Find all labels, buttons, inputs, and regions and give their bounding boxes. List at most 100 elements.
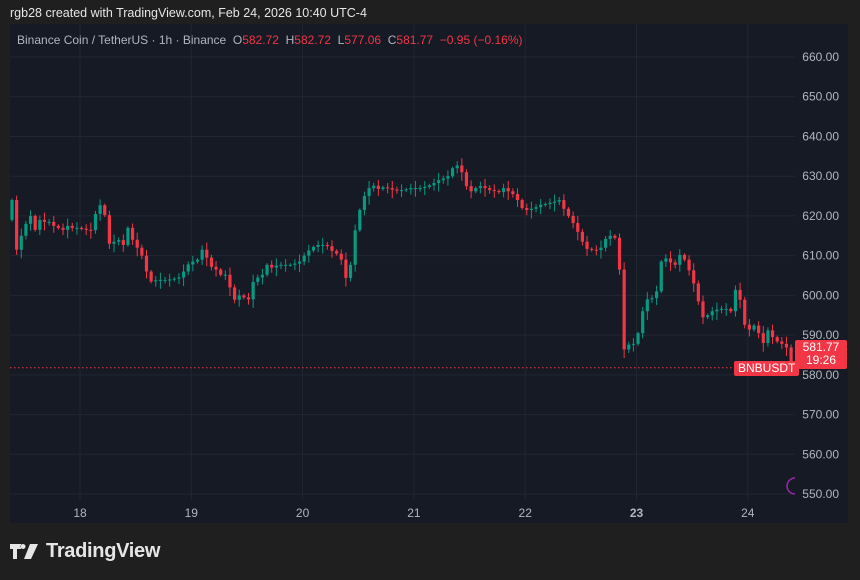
candle-body	[126, 227, 130, 245]
candle	[251, 274, 255, 308]
candle-body	[719, 308, 724, 310]
candle	[775, 335, 779, 344]
date-tick-label: 23	[630, 506, 644, 520]
candle-body	[668, 258, 673, 263]
candle-body	[437, 180, 441, 183]
candle	[330, 240, 334, 258]
candle-body	[747, 324, 751, 330]
candle	[279, 261, 283, 270]
candle	[117, 237, 121, 246]
candle	[172, 277, 176, 282]
candle	[437, 173, 441, 192]
price-tick-label: 620.00	[802, 209, 839, 223]
candle	[534, 204, 538, 213]
candle	[38, 215, 42, 236]
candle-body	[427, 185, 431, 187]
candle-body	[775, 337, 779, 342]
candle	[15, 195, 19, 255]
candle	[488, 185, 492, 194]
candle	[511, 188, 515, 198]
candle-body	[307, 250, 311, 256]
candle-body	[344, 259, 348, 278]
candle	[10, 198, 14, 222]
candle	[47, 218, 51, 226]
price-axis[interactable]: 660.00 650.00 640.00 630.00 620.00 610.00 600.…	[802, 50, 839, 501]
candle-body	[10, 200, 14, 220]
candle-body	[330, 246, 334, 251]
candle-body	[386, 187, 390, 189]
candle-body	[130, 227, 135, 240]
candle-body	[395, 189, 399, 191]
candle	[539, 199, 543, 215]
candle	[307, 244, 311, 263]
last-price-value: 581.77	[802, 340, 840, 354]
candle-body	[682, 254, 687, 260]
candle-body	[256, 277, 260, 282]
candle	[181, 264, 186, 287]
candle-body	[483, 186, 487, 189]
candle	[520, 198, 524, 210]
candle-body	[38, 219, 42, 230]
candle-body	[520, 200, 524, 208]
candle-body	[28, 215, 33, 224]
candle	[399, 184, 404, 198]
time-axis[interactable]: 18 19 20 21 22 23 24	[73, 506, 754, 520]
candle	[56, 224, 60, 230]
candle	[655, 285, 659, 306]
candle-body	[251, 281, 255, 300]
candle	[325, 241, 329, 250]
candle	[381, 185, 385, 191]
price-tick-label: 610.00	[802, 249, 839, 263]
candle	[144, 249, 149, 279]
price-tick-label: 560.00	[802, 447, 839, 461]
date-tick-label: 24	[741, 506, 755, 520]
candle-body	[687, 259, 691, 271]
candle-body	[274, 265, 278, 268]
candle-body	[511, 191, 515, 195]
candle-body	[631, 343, 636, 345]
candle-body	[140, 247, 144, 256]
tradingview-logo[interactable]: TradingView	[10, 540, 160, 563]
candle	[645, 292, 649, 320]
candle-body	[93, 213, 98, 231]
candle-body	[66, 225, 70, 230]
candle-body	[112, 241, 116, 244]
low-value: 577.06	[344, 33, 382, 47]
candle	[696, 280, 700, 305]
price-tick-label: 660.00	[802, 50, 839, 64]
candle-body	[191, 261, 195, 265]
candle-body	[715, 309, 719, 312]
candle-body	[492, 190, 496, 192]
candle	[464, 169, 469, 190]
candle	[682, 253, 687, 262]
price-tick-label: 640.00	[802, 129, 839, 143]
candle-body	[692, 270, 696, 284]
candle-body	[729, 308, 733, 312]
candle	[543, 202, 547, 207]
candle	[585, 235, 589, 256]
candle-body	[724, 308, 728, 310]
candle	[590, 247, 594, 252]
candle-body	[200, 249, 204, 260]
candle	[98, 199, 102, 221]
candle-body	[219, 269, 223, 275]
candle	[200, 245, 204, 265]
candle-body	[284, 264, 288, 266]
candle-body	[265, 264, 269, 275]
alert-icon[interactable]	[786, 477, 803, 495]
candle-body	[270, 264, 274, 268]
candle-body	[478, 186, 482, 189]
candle-body	[423, 186, 427, 189]
candle	[316, 240, 320, 253]
candle	[344, 252, 348, 287]
candle-body	[743, 299, 747, 325]
candle	[66, 218, 70, 239]
candle-body	[441, 178, 445, 181]
candle-body	[432, 182, 436, 186]
candle-body	[358, 209, 362, 231]
bar-countdown: 19:26	[805, 353, 837, 367]
candle	[75, 222, 79, 235]
candle-body	[543, 204, 547, 206]
candle	[107, 210, 111, 249]
